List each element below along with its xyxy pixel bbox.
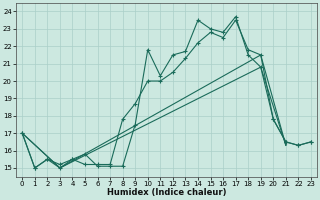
X-axis label: Humidex (Indice chaleur): Humidex (Indice chaleur) [107, 188, 226, 197]
